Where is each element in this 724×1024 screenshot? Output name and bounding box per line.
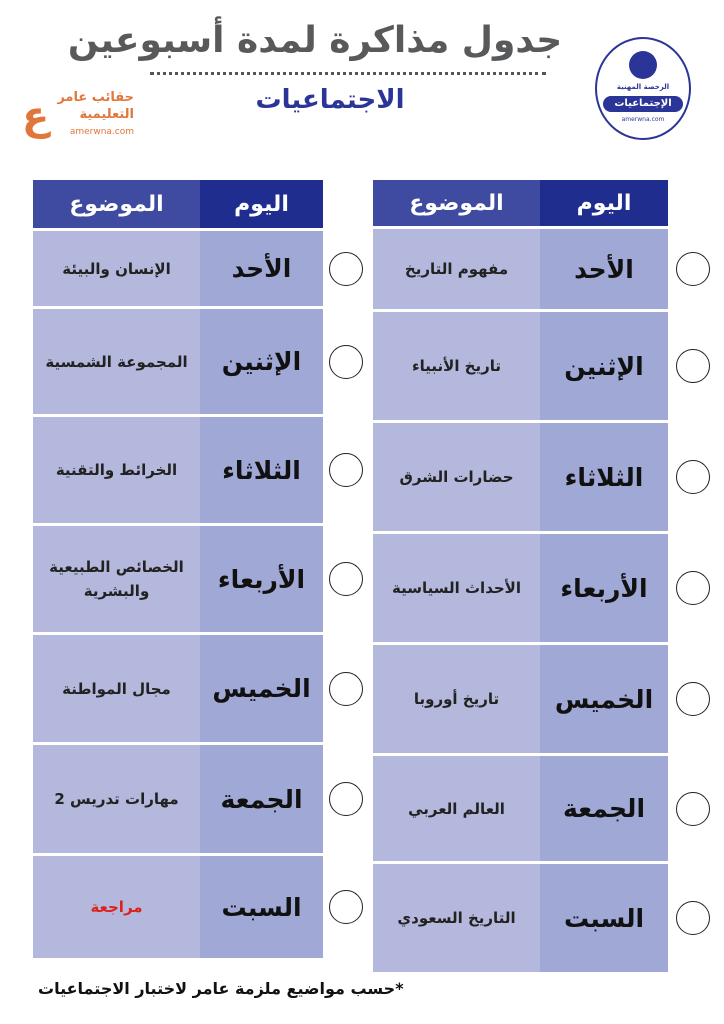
brand-url: amerwna.com <box>69 127 134 137</box>
topic-cell: المجموعة الشمسية <box>33 309 200 414</box>
table-row: الثلاثاء الخرائط والتقنية <box>33 417 363 523</box>
topic-cell: مراجعة <box>33 856 200 958</box>
page-title: جدول مذاكرة لمدة أسبوعين <box>67 20 563 61</box>
seal-text: الرخصة المهنية <box>616 83 670 91</box>
header-day: اليوم <box>540 180 668 226</box>
seal-logo: الرخصة المهنية الإجتماعيات amerwna.com <box>595 37 691 140</box>
done-checkbox[interactable] <box>676 460 710 494</box>
day-cell: السبت <box>540 864 668 972</box>
table-row: الأربعاء الأحداث السياسية <box>373 534 710 642</box>
table-row: الأربعاء الخصائص الطبيعية والبشرية <box>33 526 363 632</box>
table-row: السبت التاريخ السعودي <box>373 864 710 972</box>
seal-url: amerwna.com <box>621 116 665 123</box>
table-row: الخميس تاريخ أوروبا <box>373 645 710 753</box>
dotted-divider <box>150 72 546 75</box>
brand-name: حقائب عامر <box>57 90 134 105</box>
day-cell: الثلاثاء <box>200 417 323 523</box>
topic-cell: التاريخ السعودي <box>373 864 540 972</box>
done-checkbox[interactable] <box>676 791 710 826</box>
topic-cell: العالم العربي <box>373 756 540 861</box>
brand-letter-icon: ع <box>22 93 50 139</box>
table-row: الإثنين المجموعة الشمسية <box>33 309 363 414</box>
day-cell: الخميس <box>200 635 323 742</box>
done-checkbox[interactable] <box>676 349 710 383</box>
week1-table: اليوم الموضوع الأحد مفهوم التاريخ الإثنين ت… <box>373 180 710 975</box>
day-cell: الإثنين <box>540 312 668 420</box>
brand-name-2: التعليمية <box>79 107 134 122</box>
brand-logo: ع حقائب عامر التعليمية amerwna.com <box>22 90 134 142</box>
header-topic: الموضوع <box>373 180 540 226</box>
day-cell: السبت <box>200 856 323 958</box>
day-cell: الأربعاء <box>540 534 668 642</box>
done-checkbox[interactable] <box>676 682 710 716</box>
topic-cell: الأحداث السياسية <box>373 534 540 642</box>
topic-cell: تاريخ الأنبياء <box>373 312 540 420</box>
done-checkbox[interactable] <box>329 890 363 924</box>
topic-cell: الخصائص الطبيعية والبشرية <box>33 526 200 632</box>
table-row: الإثنين تاريخ الأنبياء <box>373 312 710 420</box>
table-row: الأحد مفهوم التاريخ <box>373 229 710 309</box>
table-row: الجمعة مهارات تدريس 2 <box>33 745 363 853</box>
done-checkbox[interactable] <box>329 344 363 379</box>
day-cell: الإثنين <box>200 309 323 414</box>
topic-cell: الخرائط والتقنية <box>33 417 200 523</box>
table-row: السبت مراجعة <box>33 856 363 958</box>
week2-table: اليوم الموضوع الأحد الإنسان والبيئة الإثني… <box>33 180 363 961</box>
day-cell: الجمعة <box>200 745 323 853</box>
topic-cell: حضارات الشرق <box>373 423 540 531</box>
header-day: اليوم <box>200 180 323 228</box>
table-header: اليوم الموضوع <box>33 180 323 228</box>
globe-book-icon <box>629 51 657 79</box>
subject-title: الاجتماعيات <box>255 85 405 115</box>
table-row: الجمعة العالم العربي <box>373 756 710 861</box>
done-checkbox[interactable] <box>329 251 363 286</box>
header-topic: الموضوع <box>33 180 200 228</box>
day-cell: الأربعاء <box>200 526 323 632</box>
day-cell: الجمعة <box>540 756 668 861</box>
table-row: الثلاثاء حضارات الشرق <box>373 423 710 531</box>
topic-cell: مفهوم التاريخ <box>373 229 540 309</box>
done-checkbox[interactable] <box>676 571 710 605</box>
table-header: اليوم الموضوع <box>373 180 668 226</box>
seal-badge: الإجتماعيات <box>603 96 683 112</box>
day-cell: الخميس <box>540 645 668 753</box>
topic-cell: مهارات تدريس 2 <box>33 745 200 853</box>
day-cell: الأحد <box>200 231 323 306</box>
done-checkbox[interactable] <box>676 252 710 286</box>
done-checkbox[interactable] <box>329 562 363 596</box>
day-cell: الأحد <box>540 229 668 309</box>
done-checkbox[interactable] <box>329 453 363 487</box>
done-checkbox[interactable] <box>329 671 363 706</box>
topic-cell: مجال المواطنة <box>33 635 200 742</box>
table-row: الأحد الإنسان والبيئة <box>33 231 363 306</box>
footnote: *حسب مواضيع ملزمة عامر لاختبار الاجتماعي… <box>38 979 404 998</box>
day-cell: الثلاثاء <box>540 423 668 531</box>
done-checkbox[interactable] <box>676 901 710 935</box>
topic-cell: تاريخ أوروبا <box>373 645 540 753</box>
done-checkbox[interactable] <box>329 782 363 816</box>
topic-cell: الإنسان والبيئة <box>33 231 200 306</box>
table-row: الخميس مجال المواطنة <box>33 635 363 742</box>
